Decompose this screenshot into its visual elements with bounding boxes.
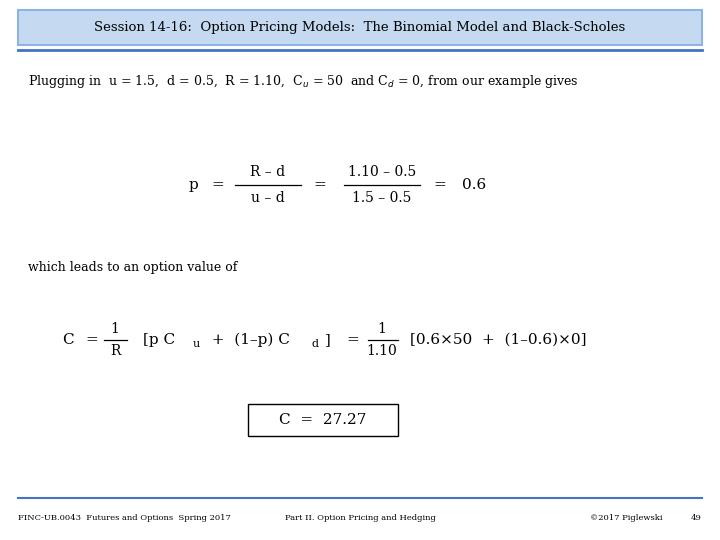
Text: C: C <box>62 333 74 347</box>
Text: =: = <box>433 178 446 192</box>
Text: u – d: u – d <box>251 191 285 205</box>
Text: =: = <box>346 333 359 347</box>
FancyBboxPatch shape <box>18 10 702 45</box>
Text: p: p <box>188 178 198 192</box>
Text: =: = <box>212 178 225 192</box>
Text: FINC-UB.0043  Futures and Options  Spring 2017: FINC-UB.0043 Futures and Options Spring … <box>18 514 231 522</box>
Text: 1.10: 1.10 <box>366 344 397 358</box>
Text: 1: 1 <box>111 322 120 336</box>
Text: =: = <box>86 333 99 347</box>
Text: ©2017 Piglewski: ©2017 Piglewski <box>590 514 662 522</box>
Text: [0.6×50  +  (1–0.6)×0]: [0.6×50 + (1–0.6)×0] <box>410 333 587 347</box>
Text: 49: 49 <box>691 514 702 522</box>
Text: [p C: [p C <box>143 333 175 347</box>
Text: u: u <box>193 339 200 349</box>
Text: which leads to an option value of: which leads to an option value of <box>28 260 238 273</box>
Text: d: d <box>311 339 318 349</box>
Text: 1: 1 <box>377 322 387 336</box>
Text: Plugging in  u = 1.5,  d = 0.5,  R = 1.10,  C$_u$ = 50  and C$_d$ = 0, from our : Plugging in u = 1.5, d = 0.5, R = 1.10, … <box>28 73 579 91</box>
FancyBboxPatch shape <box>248 404 398 436</box>
Text: 1.10 – 0.5: 1.10 – 0.5 <box>348 165 416 179</box>
Text: +  (1–p) C: + (1–p) C <box>202 333 290 347</box>
Text: Part II. Option Pricing and Hedging: Part II. Option Pricing and Hedging <box>284 514 436 522</box>
Text: ]: ] <box>320 333 330 347</box>
Text: C  =  27.27: C = 27.27 <box>279 413 366 427</box>
Text: =: = <box>314 178 326 192</box>
Text: 0.6: 0.6 <box>462 178 486 192</box>
Text: Session 14-16:  Option Pricing Models:  The Binomial Model and Black-Scholes: Session 14-16: Option Pricing Models: Th… <box>94 21 626 34</box>
Text: 1.5 – 0.5: 1.5 – 0.5 <box>352 191 412 205</box>
Text: R: R <box>110 344 120 358</box>
Text: R – d: R – d <box>251 165 286 179</box>
